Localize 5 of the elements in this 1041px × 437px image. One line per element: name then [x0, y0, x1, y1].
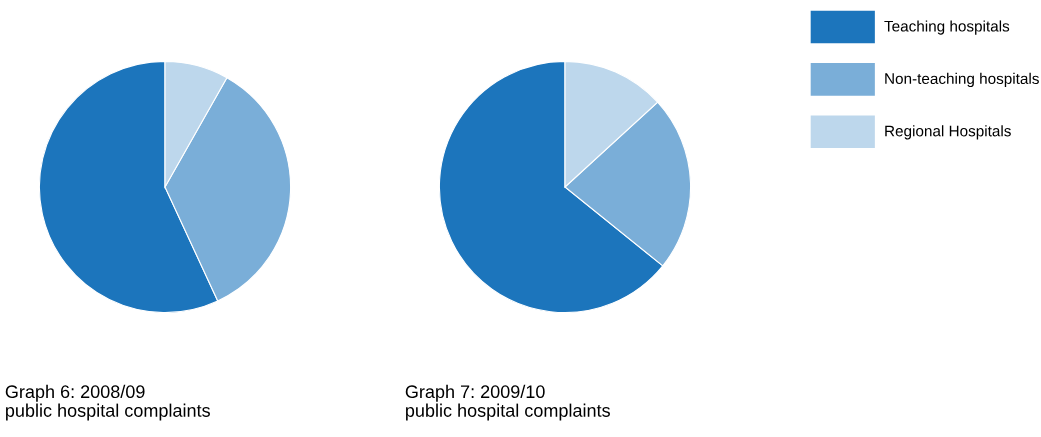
legend-label: Non-teaching hospitals [885, 72, 1039, 88]
text: Graph 6: 2008/09 public hospital complaints [5, 384, 210, 421]
text: Graph 7: 2009/10 public hospital complaints [405, 384, 610, 421]
legend-label: Teaching hospitals [884, 20, 1010, 35]
legend-label: Regional Hospitals [885, 125, 1011, 140]
